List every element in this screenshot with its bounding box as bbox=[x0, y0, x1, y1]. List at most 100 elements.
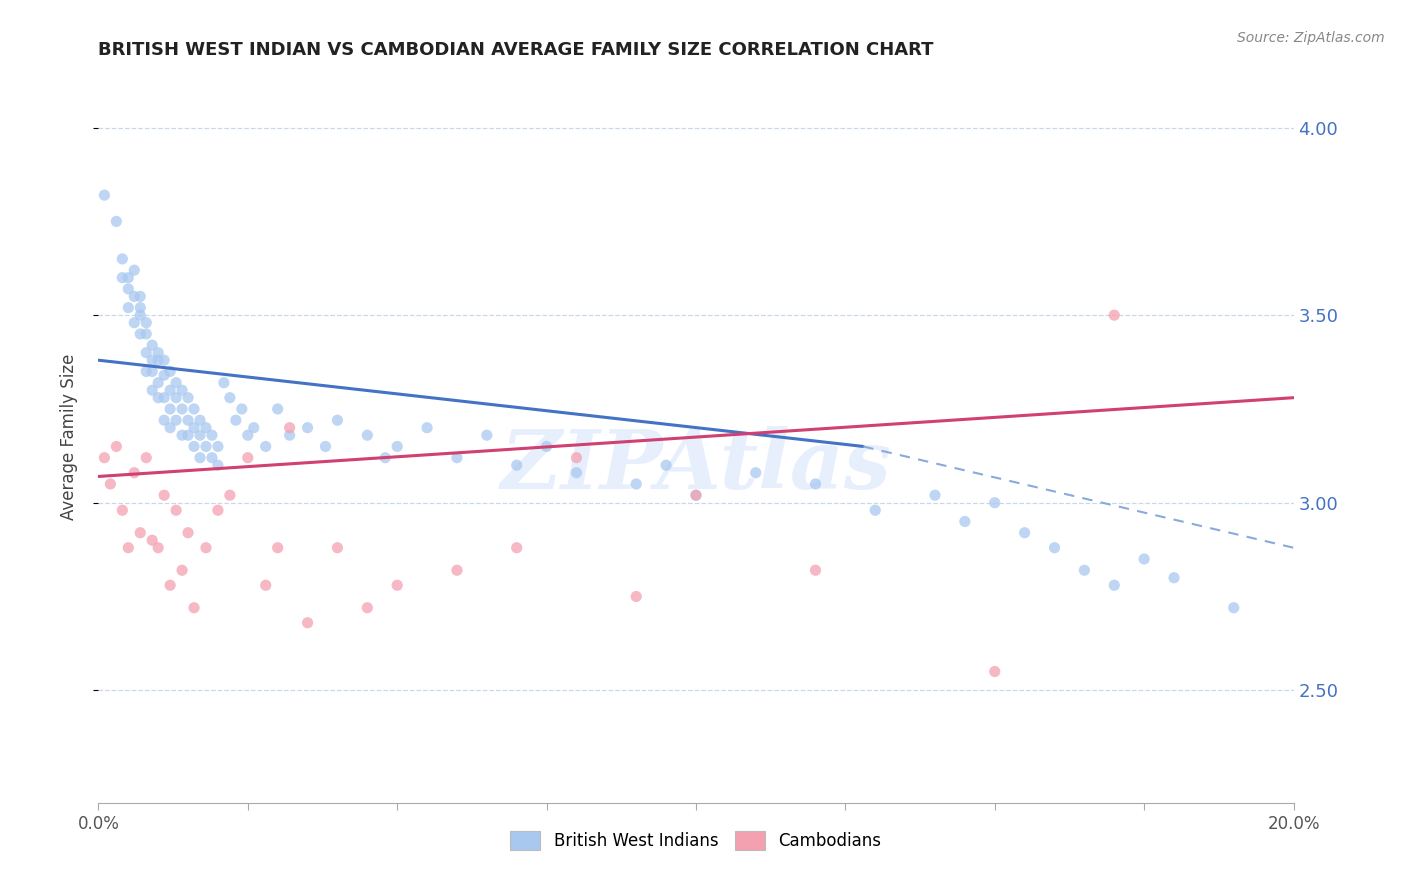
Point bbox=[159, 401, 181, 416]
Point bbox=[141, 338, 163, 352]
Point bbox=[129, 326, 152, 341]
Point bbox=[326, 541, 349, 555]
Point bbox=[195, 420, 218, 434]
Point bbox=[207, 440, 229, 454]
Point bbox=[165, 503, 187, 517]
Point bbox=[1133, 552, 1156, 566]
Point bbox=[148, 541, 170, 555]
Point bbox=[148, 353, 170, 368]
Point bbox=[1223, 600, 1246, 615]
Text: Source: ZipAtlas.com: Source: ZipAtlas.com bbox=[1237, 31, 1385, 45]
Point bbox=[141, 383, 163, 397]
Point bbox=[188, 450, 211, 465]
Point bbox=[267, 401, 290, 416]
Point bbox=[135, 316, 157, 330]
Point bbox=[117, 541, 139, 555]
Point bbox=[183, 600, 205, 615]
Point bbox=[506, 541, 529, 555]
Point bbox=[655, 458, 678, 473]
Point bbox=[236, 450, 259, 465]
Point bbox=[1043, 541, 1066, 555]
Point bbox=[159, 420, 181, 434]
Point bbox=[153, 391, 176, 405]
Point bbox=[141, 353, 163, 368]
Point bbox=[297, 615, 319, 630]
Point bbox=[105, 440, 128, 454]
Point bbox=[135, 345, 157, 359]
Point bbox=[953, 515, 976, 529]
Point bbox=[536, 440, 558, 454]
Point bbox=[129, 301, 152, 315]
Point bbox=[93, 450, 115, 465]
Point bbox=[212, 376, 235, 390]
Point bbox=[315, 440, 337, 454]
Point bbox=[201, 450, 224, 465]
Point bbox=[231, 401, 253, 416]
Point bbox=[135, 450, 157, 465]
Point bbox=[984, 496, 1007, 510]
Point bbox=[165, 391, 187, 405]
Point bbox=[219, 391, 242, 405]
Point bbox=[153, 413, 176, 427]
Point bbox=[1104, 578, 1126, 592]
Point bbox=[177, 525, 200, 540]
Point bbox=[153, 368, 176, 383]
Point bbox=[326, 413, 349, 427]
Point bbox=[183, 401, 205, 416]
Point bbox=[1163, 571, 1185, 585]
Point bbox=[117, 270, 139, 285]
Point bbox=[177, 428, 200, 442]
Point bbox=[159, 364, 181, 378]
Point bbox=[804, 477, 827, 491]
Point bbox=[565, 466, 588, 480]
Point bbox=[165, 413, 187, 427]
Point bbox=[111, 270, 134, 285]
Point bbox=[475, 428, 498, 442]
Point bbox=[626, 477, 648, 491]
Point bbox=[172, 401, 194, 416]
Point bbox=[93, 188, 115, 202]
Point bbox=[1104, 308, 1126, 322]
Point bbox=[745, 466, 768, 480]
Point bbox=[124, 263, 146, 277]
Point bbox=[148, 345, 170, 359]
Point bbox=[129, 289, 152, 303]
Point bbox=[159, 578, 181, 592]
Point bbox=[219, 488, 242, 502]
Point bbox=[177, 413, 200, 427]
Point bbox=[565, 450, 588, 465]
Point bbox=[385, 578, 409, 592]
Point bbox=[278, 428, 301, 442]
Point bbox=[148, 376, 170, 390]
Point bbox=[865, 503, 887, 517]
Point bbox=[446, 563, 468, 577]
Point bbox=[506, 458, 529, 473]
Point bbox=[1073, 563, 1095, 577]
Point bbox=[1014, 525, 1036, 540]
Point bbox=[172, 428, 194, 442]
Point bbox=[804, 563, 827, 577]
Point bbox=[385, 440, 409, 454]
Point bbox=[117, 282, 139, 296]
Point bbox=[159, 383, 181, 397]
Point bbox=[225, 413, 247, 427]
Point bbox=[129, 525, 152, 540]
Point bbox=[416, 420, 439, 434]
Point bbox=[356, 428, 378, 442]
Point bbox=[297, 420, 319, 434]
Point bbox=[207, 503, 229, 517]
Point bbox=[195, 440, 218, 454]
Point bbox=[129, 308, 152, 322]
Point bbox=[172, 563, 194, 577]
Point bbox=[188, 428, 211, 442]
Point bbox=[626, 590, 648, 604]
Point bbox=[356, 600, 378, 615]
Point bbox=[141, 533, 163, 548]
Point bbox=[236, 428, 259, 442]
Point bbox=[124, 466, 146, 480]
Point bbox=[446, 450, 468, 465]
Point bbox=[984, 665, 1007, 679]
Point bbox=[98, 477, 122, 491]
Text: ZIPAtlas: ZIPAtlas bbox=[501, 426, 891, 507]
Point bbox=[243, 420, 266, 434]
